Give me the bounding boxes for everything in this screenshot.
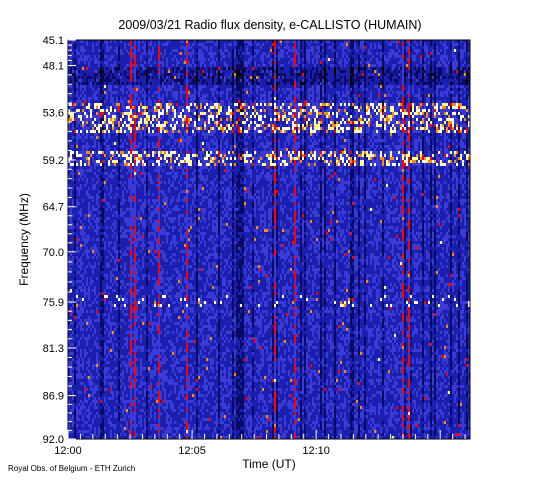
- x-tick-label: 12:10: [302, 445, 330, 457]
- y-tick-label: 70.0: [43, 247, 64, 259]
- x-axis-label: Time (UT): [242, 457, 296, 471]
- y-axis-label: Frequency (MHz): [17, 193, 31, 286]
- y-tick-label: 45.1: [43, 35, 64, 47]
- y-tick-label: 48.1: [43, 61, 64, 73]
- x-tick-label: 12:05: [178, 445, 206, 457]
- y-tick-label: 75.9: [43, 297, 64, 309]
- y-tick-label: 59.2: [43, 155, 64, 167]
- y-tick-label: 81.3: [43, 343, 64, 355]
- spectrogram-plot-area: [68, 40, 470, 439]
- x-tick-label: 12:00: [54, 445, 82, 457]
- y-tick-label: 53.6: [43, 107, 64, 119]
- footer-credit: Royal Obs. of Belgium - ETH Zurich: [8, 464, 135, 473]
- y-tick-label: 64.7: [43, 202, 64, 214]
- y-tick-label: 86.9: [43, 391, 64, 403]
